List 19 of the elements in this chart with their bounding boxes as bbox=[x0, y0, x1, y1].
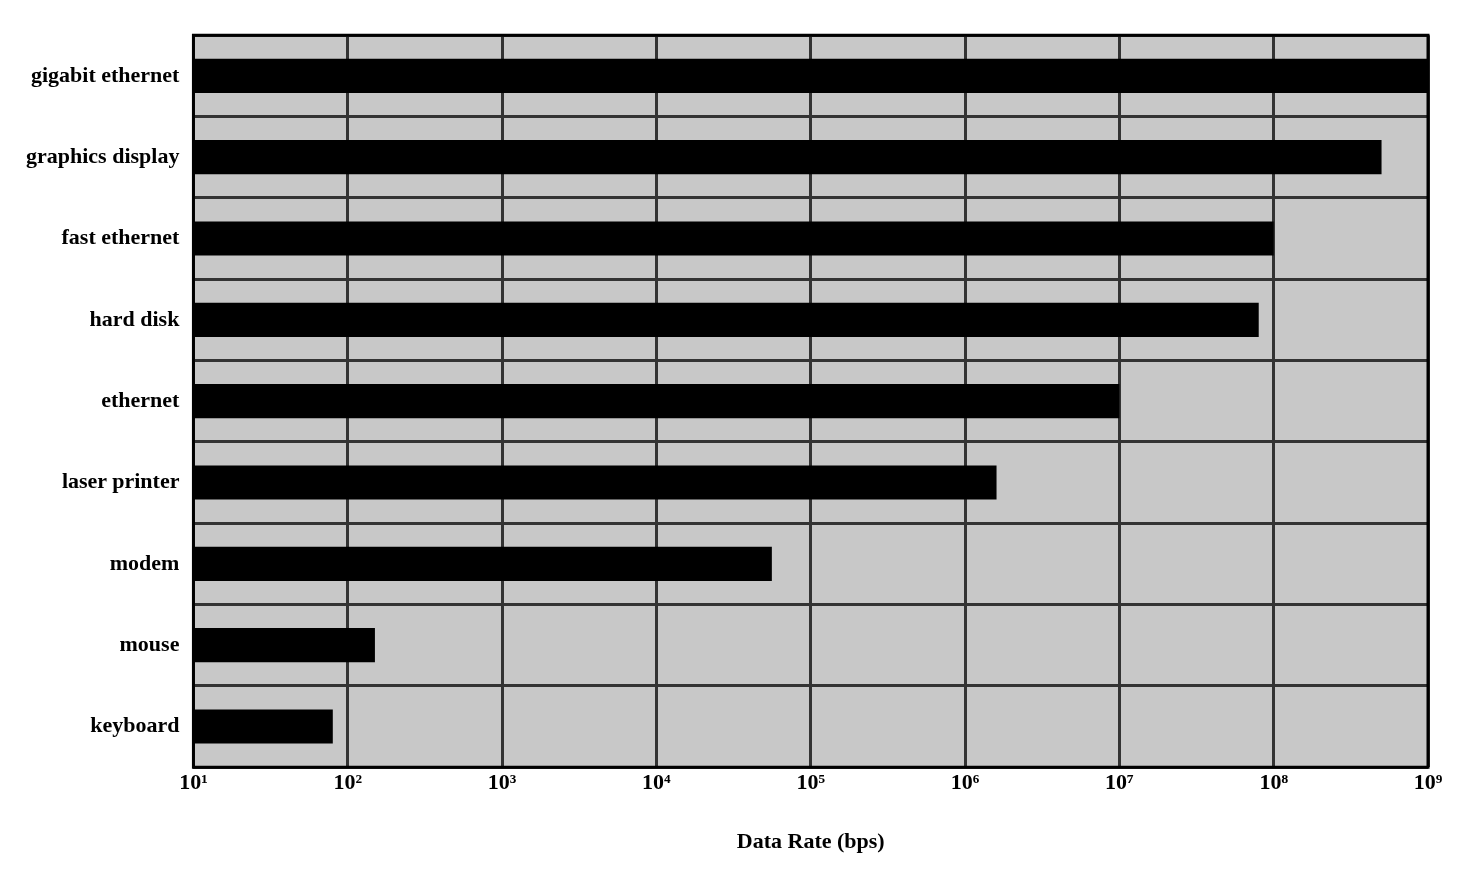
x-tick-label: 10⁸ bbox=[1259, 769, 1289, 795]
y-tick-label: laser printer bbox=[61, 468, 180, 494]
x-tick-label: 10⁹ bbox=[1413, 769, 1443, 795]
y-tick-label: fast ethernet bbox=[61, 224, 181, 250]
x-tick-label: 10² bbox=[333, 769, 363, 795]
y-tick-label: ethernet bbox=[101, 386, 181, 412]
x-tick-label: 10⁷ bbox=[1105, 769, 1135, 795]
y-tick-label: keyboard bbox=[90, 712, 180, 738]
y-tick-label: graphics display bbox=[25, 142, 180, 168]
y-tick-label: modem bbox=[109, 549, 180, 575]
x-tick-label: 10³ bbox=[487, 769, 517, 795]
y-tick-label: gigabit ethernet bbox=[30, 61, 181, 87]
x-tick-label: 10⁵ bbox=[796, 769, 826, 795]
y-tick-label: mouse bbox=[119, 630, 180, 656]
x-tick-label: 10⁴ bbox=[642, 769, 672, 795]
x-tick-label: 10¹ bbox=[179, 769, 208, 795]
x-axis-title: Data Rate (bps) bbox=[736, 828, 885, 854]
y-tick-label: hard disk bbox=[89, 305, 181, 331]
x-tick-label: 10⁶ bbox=[950, 769, 980, 795]
